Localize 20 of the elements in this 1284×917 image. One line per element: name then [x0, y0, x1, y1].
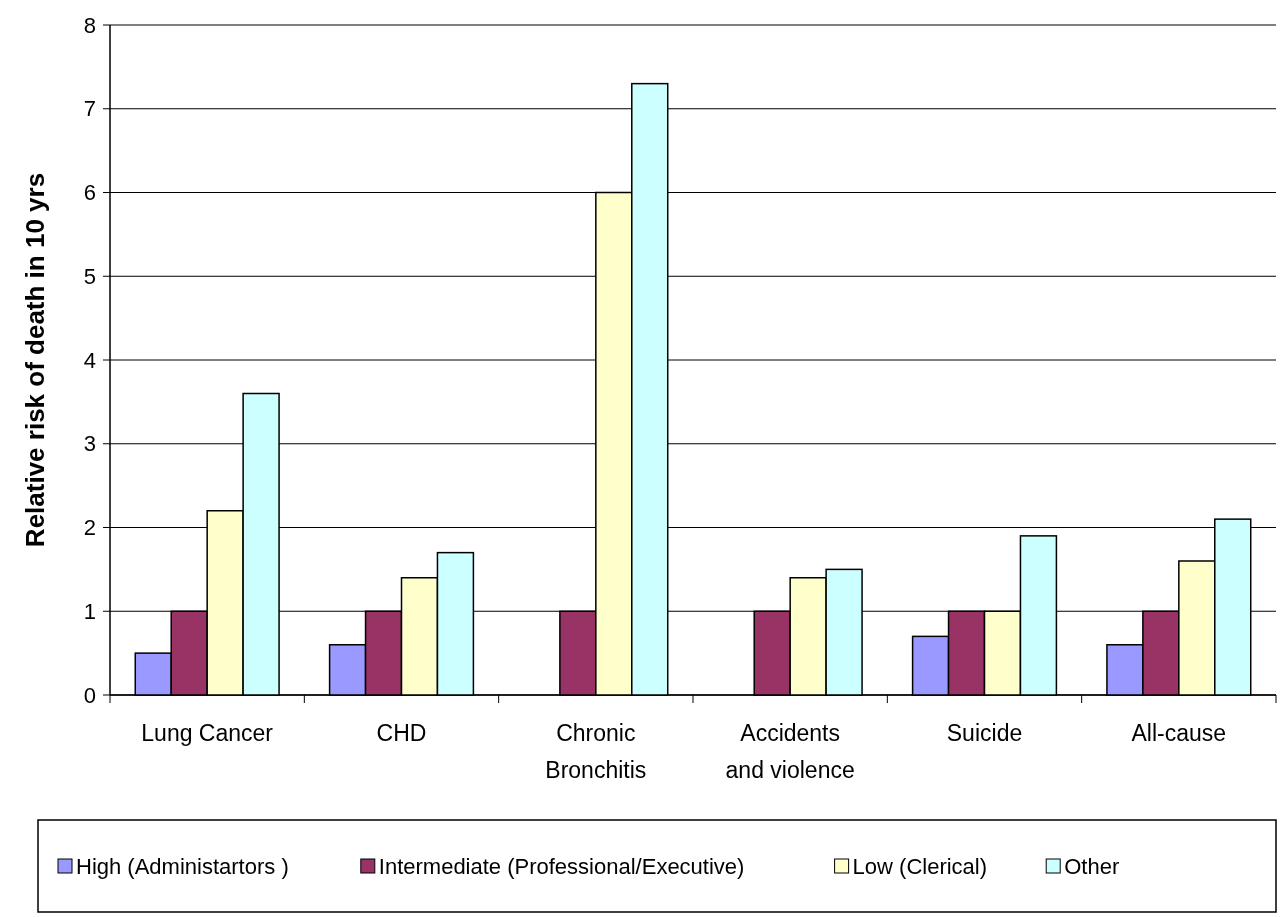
y-tick-label: 7 [83, 96, 96, 122]
y-tick-label: 4 [83, 347, 96, 373]
y-tick-label: 2 [83, 515, 96, 541]
y-tick-label: 8 [83, 12, 96, 38]
y-tick-label: 0 [83, 682, 96, 708]
y-axis-title: Relative risk of death in 10 yrs [20, 172, 50, 548]
y-tick-label: 6 [83, 180, 96, 206]
x-tick-label: Suicide [946, 720, 1023, 746]
legend-label: Low (Clerical) [852, 853, 988, 879]
y-tick-label: 5 [83, 263, 96, 289]
legend-label: Other [1064, 853, 1120, 879]
legend-label: Intermediate (Professional/Executive) [378, 853, 745, 879]
legend-label: High (Administartors ) [76, 853, 289, 879]
x-tick-label: All-cause [1131, 720, 1227, 746]
x-tick-label: Lung Cancer [141, 720, 274, 746]
y-tick-label: 3 [83, 431, 96, 457]
x-tick-label: CHD [376, 720, 427, 746]
x-tick-label: Chronic Bronchitis [545, 720, 647, 783]
y-tick-label: 1 [83, 598, 96, 624]
x-tick-label: Accidents and violence [725, 720, 855, 783]
